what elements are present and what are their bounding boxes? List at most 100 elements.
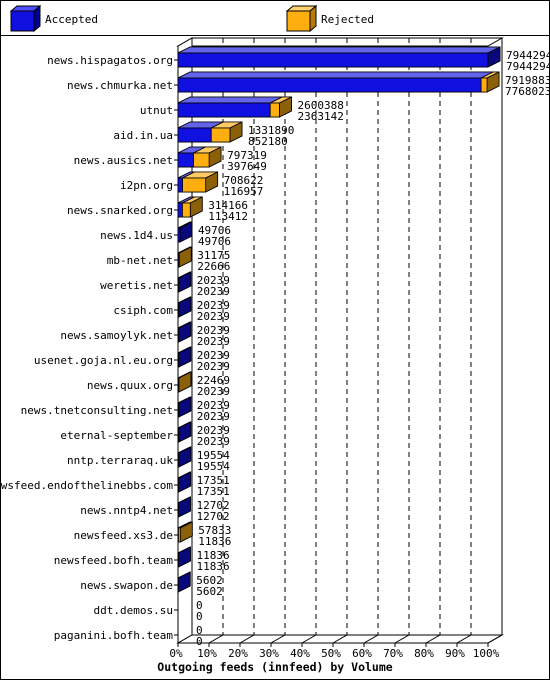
category-label: mb-net.net (107, 254, 173, 267)
rejected-bar-remainder-front (182, 177, 207, 193)
accepted-value-label: 2363142 (297, 110, 343, 123)
x-tick-label: 40% (290, 647, 310, 660)
x-tick-label: 90% (445, 647, 465, 660)
category-label: news.swapon.de (80, 579, 173, 592)
rejected-value-label: 19554 (197, 449, 230, 462)
category-label: eternal-september (60, 429, 173, 442)
x-tick-label: 50% (321, 647, 341, 660)
accepted-value-label: 20239 (197, 410, 230, 423)
accepted-bar-top (177, 71, 494, 79)
rejected-value-label: 20239 (197, 299, 230, 312)
rejected-bar-remainder (182, 171, 219, 193)
rejected-value-label: 20239 (197, 399, 230, 412)
rejected-value-label: 20239 (197, 424, 230, 437)
x-tick-label: 20% (228, 647, 248, 660)
rejected-bar-remainder-front (480, 77, 488, 93)
accepted-value-label: 49706 (198, 235, 231, 248)
category-label: nntp.terraraq.uk (67, 454, 173, 467)
accepted-bar-front (177, 302, 180, 318)
category-label: weretis.net (100, 279, 173, 292)
accepted-bar-front (177, 227, 181, 243)
accepted-bar-front (177, 152, 194, 168)
accepted-bar-front (177, 127, 212, 143)
category-label: aid.in.ua (113, 129, 173, 142)
accepted-bar (177, 96, 283, 118)
rejected-bar-remainder (178, 246, 192, 268)
category-label: paganini.bofh.team (54, 629, 174, 642)
legend-accepted-label: Accepted (45, 13, 98, 26)
rejected-value-label: 2600388 (297, 99, 343, 112)
category-label: news.1d4.us (100, 229, 173, 242)
x-tick-label: 0% (169, 647, 183, 660)
floor-gridline (270, 634, 286, 644)
floor-gridline (332, 634, 348, 644)
accepted-bar (177, 221, 193, 243)
x-tick-label: 80% (414, 647, 434, 660)
accepted-value-label: 113412 (208, 210, 248, 223)
category-label: newsfeed.bofh.team (54, 554, 174, 567)
floor-gridline (301, 634, 317, 644)
accepted-bar-front (177, 102, 271, 118)
category-label: usenet.goja.nl.eu.org (34, 354, 173, 367)
accepted-value-label: 22666 (197, 260, 230, 273)
rejected-value-label: 20239 (197, 274, 230, 287)
accepted-value-label: 20239 (197, 360, 230, 373)
accepted-bar-front (177, 277, 180, 293)
category-label: news.hispagatos.org (47, 54, 173, 67)
chart-title: Outgoing feeds (innfeed) by Volume (157, 660, 392, 674)
rejected-value-label: 7944294 (506, 49, 549, 62)
accepted-value-label: 12702 (196, 510, 229, 523)
accepted-value-label: 397649 (227, 160, 267, 173)
rejected-bar-remainder (178, 371, 192, 393)
rejected-value-label: 7919883 (505, 74, 549, 87)
floor-gridline (208, 634, 224, 644)
rejected-bar-remainder-front (210, 127, 231, 143)
rejected-value-label: 0 (196, 599, 203, 612)
rejected-value-label: 20239 (197, 349, 230, 362)
x-tick-label: 10% (197, 647, 217, 660)
accepted-bar-front (177, 402, 180, 418)
accepted-bar (177, 446, 192, 468)
rejected-bar-remainder (269, 96, 292, 118)
accepted-value-label: 20239 (197, 285, 230, 298)
rejected-value-label: 20239 (197, 324, 230, 337)
rejected-swatch-icon (285, 4, 317, 33)
category-label: news.quux.org (87, 379, 173, 392)
category-label: ddt.demos.su (94, 604, 173, 617)
accepted-value-label: 0 (196, 635, 203, 648)
floor-gridline (239, 634, 255, 644)
accepted-bar-front (177, 77, 482, 93)
accepted-value-label: 17351 (197, 485, 230, 498)
accepted-bar (177, 546, 191, 568)
accepted-swatch-icon (9, 4, 41, 33)
category-label: news.samoylyk.net (60, 329, 173, 342)
accepted-bar (177, 396, 192, 418)
category-label: utnut (140, 104, 173, 117)
rejected-value-label: 708622 (224, 174, 264, 187)
accepted-bar-top (177, 46, 501, 54)
category-label: news.ausics.net (74, 154, 173, 167)
category-label: news.chmurka.net (67, 79, 173, 92)
rejected-bar-remainder (182, 196, 203, 218)
floor-gridline (456, 634, 472, 644)
plot-top-edge (176, 37, 504, 47)
accepted-value-label: 852180 (248, 135, 288, 148)
x-tick-label: 60% (352, 647, 372, 660)
rejected-value-label: 1331890 (248, 124, 294, 137)
accepted-bar (177, 471, 192, 493)
accepted-value-label: 7944294 (506, 60, 549, 73)
floor-gridline (363, 634, 379, 644)
rejected-value-label: 0 (196, 624, 203, 637)
accepted-value-label: 20239 (197, 335, 230, 348)
accepted-value-label: 20239 (197, 435, 230, 448)
legend-rejected-label: Rejected (321, 13, 374, 26)
accepted-bar (177, 571, 191, 593)
rejected-value-label: 17351 (197, 474, 230, 487)
accepted-bar (177, 321, 192, 343)
category-label: csiph.com (113, 304, 173, 317)
rejected-value-label: 314166 (208, 199, 248, 212)
category-label: news.snarked.org (67, 204, 173, 217)
accepted-value-label: 20239 (197, 385, 230, 398)
accepted-bar-front (177, 177, 183, 193)
